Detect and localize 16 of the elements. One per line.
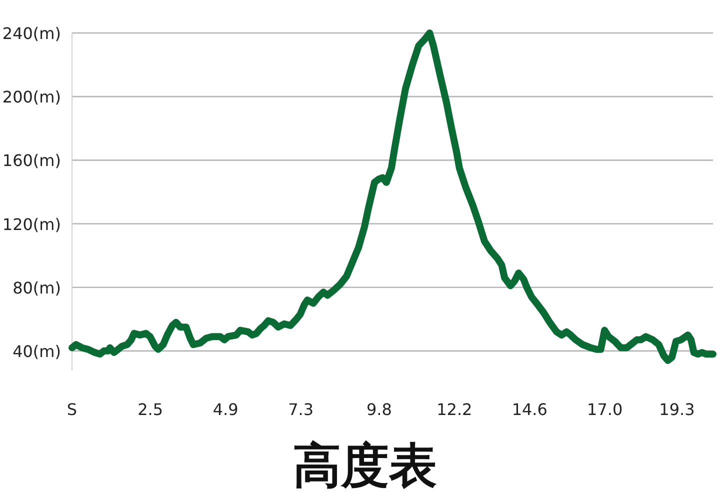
x-tick-label: 12.2 — [436, 400, 472, 419]
text: 高度表 — [293, 438, 437, 494]
x-tick-label: 14.6 — [512, 400, 548, 419]
y-tick-label: 120(m) — [2, 214, 61, 234]
x-tick-label: 7.3 — [288, 400, 314, 419]
x-tick-label: 17.0 — [587, 400, 623, 419]
x-tick-label: 19.3 — [659, 400, 695, 419]
y-tick-label: 80(m) — [12, 278, 61, 298]
x-tick-label: 2.5 — [138, 400, 164, 419]
y-tick-label: 240(m) — [2, 24, 61, 43]
x-tick-label: 4.9 — [212, 400, 238, 419]
y-tick-label: 200(m) — [2, 88, 61, 107]
y-tick-label: 40(m) — [12, 342, 61, 361]
y-tick-label: 160(m) — [2, 151, 61, 170]
x-tick-label: S — [66, 400, 78, 419]
x-tick-label: 9.8 — [366, 400, 392, 419]
